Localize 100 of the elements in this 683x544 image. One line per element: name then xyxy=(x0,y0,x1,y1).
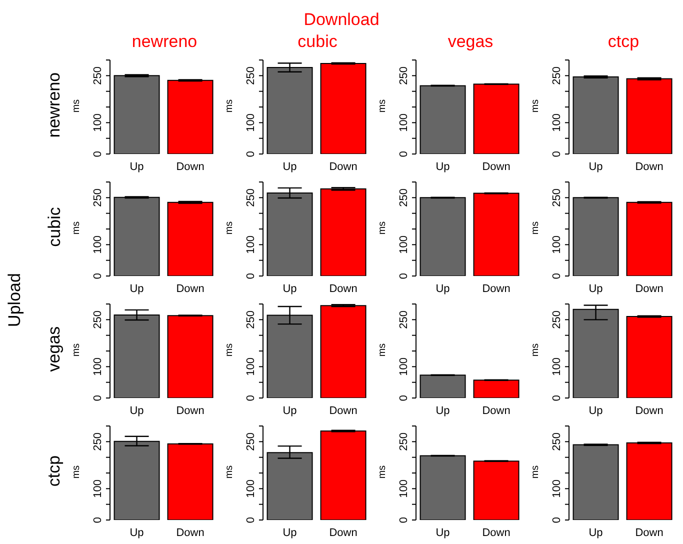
y-tick-label: 250 xyxy=(92,66,104,85)
y-tick-label: 0 xyxy=(92,394,104,402)
chart-title: vegas xyxy=(446,32,494,52)
y-tick-label: 0 xyxy=(245,272,257,280)
y-tick-label: 100 xyxy=(92,357,104,376)
y-tick-label: 0 xyxy=(551,516,563,524)
x-tick-label: Down xyxy=(482,160,510,173)
x-tick-label: Down xyxy=(329,526,358,539)
y-tick-label: 0 xyxy=(398,516,410,524)
y-tick-label: 0 xyxy=(398,272,410,280)
x-tick-label: Down xyxy=(482,404,510,417)
y-axis-title: ms xyxy=(377,221,388,235)
y-axis-title: ms xyxy=(224,99,235,113)
y-tick-label: 100 xyxy=(245,113,257,132)
x-tick-label: Up xyxy=(282,526,297,539)
y-tick-label: 0 xyxy=(551,150,563,158)
x-tick-label: Down xyxy=(176,282,204,295)
x-tick-label: Up xyxy=(282,282,297,295)
y-axis-title: ms xyxy=(530,465,541,479)
y-tick-label: 250 xyxy=(92,188,104,207)
y-tick-label: 250 xyxy=(551,66,563,85)
x-tick-label: Up xyxy=(130,404,144,417)
y-tick-label: 100 xyxy=(92,235,104,254)
x-tick-label: Up xyxy=(130,526,144,539)
x-tick-label: Down xyxy=(482,526,510,539)
y-tick-label: 250 xyxy=(398,310,410,329)
y-axis-title: ms xyxy=(377,465,388,479)
text: ctcp xyxy=(45,455,65,487)
y-axis-title: ms xyxy=(224,465,235,479)
text: cubic xyxy=(45,207,65,247)
x-tick-label: Up xyxy=(436,160,450,173)
y-tick-label: 0 xyxy=(92,516,104,524)
x-tick-label: Down xyxy=(635,282,664,295)
y-axis-title: ms xyxy=(71,343,82,357)
y-axis-title: ms xyxy=(71,465,82,479)
y-axis-title: ms xyxy=(377,343,388,357)
y-tick-label: 250 xyxy=(398,432,410,451)
x-tick-label: Down xyxy=(482,282,510,295)
y-axis-title: ms xyxy=(530,99,541,113)
y-tick-label: 100 xyxy=(398,235,410,254)
y-tick-label: 100 xyxy=(551,235,563,254)
y-tick-label: 100 xyxy=(245,357,257,376)
y-tick-label: 250 xyxy=(92,432,104,451)
x-tick-label: Down xyxy=(635,404,664,417)
y-tick-label: 100 xyxy=(551,357,563,376)
y-tick-label: 0 xyxy=(245,394,257,402)
y-tick-label: 100 xyxy=(92,113,104,132)
y-tick-label: 0 xyxy=(92,272,104,280)
x-tick-label: Up xyxy=(588,282,603,295)
y-tick-label: 0 xyxy=(92,150,104,158)
y-tick-label: 0 xyxy=(551,394,563,402)
x-tick-label: Up xyxy=(282,160,297,173)
y-tick-label: 100 xyxy=(398,357,410,376)
text: vegas xyxy=(45,326,65,372)
x-tick-label: Up xyxy=(436,404,450,417)
x-tick-label: Down xyxy=(635,526,664,539)
x-tick-label: Up xyxy=(436,526,450,539)
y-tick-label: 100 xyxy=(245,479,257,498)
y-tick-label: 250 xyxy=(398,66,410,85)
chart-title: ctcp xyxy=(606,32,640,52)
y-axis-title: ms xyxy=(224,221,235,235)
y-tick-label: 250 xyxy=(551,188,563,207)
text: Download xyxy=(302,10,380,30)
y-tick-label: 100 xyxy=(398,113,410,132)
x-tick-label: Down xyxy=(635,160,664,173)
x-tick-label: Down xyxy=(176,160,204,173)
y-tick-label: 100 xyxy=(398,479,410,498)
y-tick-label: 100 xyxy=(551,113,563,132)
y-axis-title: ms xyxy=(530,221,541,235)
y-tick-label: 250 xyxy=(245,310,257,329)
y-tick-label: 250 xyxy=(551,310,563,329)
y-tick-label: 250 xyxy=(245,66,257,85)
y-tick-label: 0 xyxy=(551,272,563,280)
y-axis-title: ms xyxy=(530,343,541,357)
x-tick-label: Down xyxy=(329,404,358,417)
y-tick-label: 250 xyxy=(92,310,104,329)
x-tick-label: Down xyxy=(176,526,204,539)
y-axis-title: ms xyxy=(71,99,82,113)
x-tick-label: Up xyxy=(588,404,603,417)
y-axis-title: ms xyxy=(71,221,82,235)
x-tick-label: Up xyxy=(588,160,603,173)
y-tick-label: 0 xyxy=(245,150,257,158)
y-tick-label: 250 xyxy=(551,432,563,451)
text: Upload xyxy=(5,273,25,327)
chart-title: newreno xyxy=(130,32,198,52)
x-tick-label: Up xyxy=(130,282,144,295)
y-axis-title: ms xyxy=(377,99,388,113)
chart-title: cubic xyxy=(296,32,338,52)
x-tick-label: Down xyxy=(329,160,358,173)
y-tick-label: 250 xyxy=(245,188,257,207)
y-tick-label: 250 xyxy=(245,432,257,451)
x-tick-label: Up xyxy=(130,160,144,173)
y-tick-label: 250 xyxy=(398,188,410,207)
x-tick-label: Up xyxy=(282,404,297,417)
y-tick-label: 100 xyxy=(245,235,257,254)
y-tick-label: 0 xyxy=(398,394,410,402)
text: newreno xyxy=(45,72,65,138)
y-tick-label: 0 xyxy=(398,150,410,158)
y-tick-label: 0 xyxy=(245,516,257,524)
y-tick-label: 100 xyxy=(92,479,104,498)
